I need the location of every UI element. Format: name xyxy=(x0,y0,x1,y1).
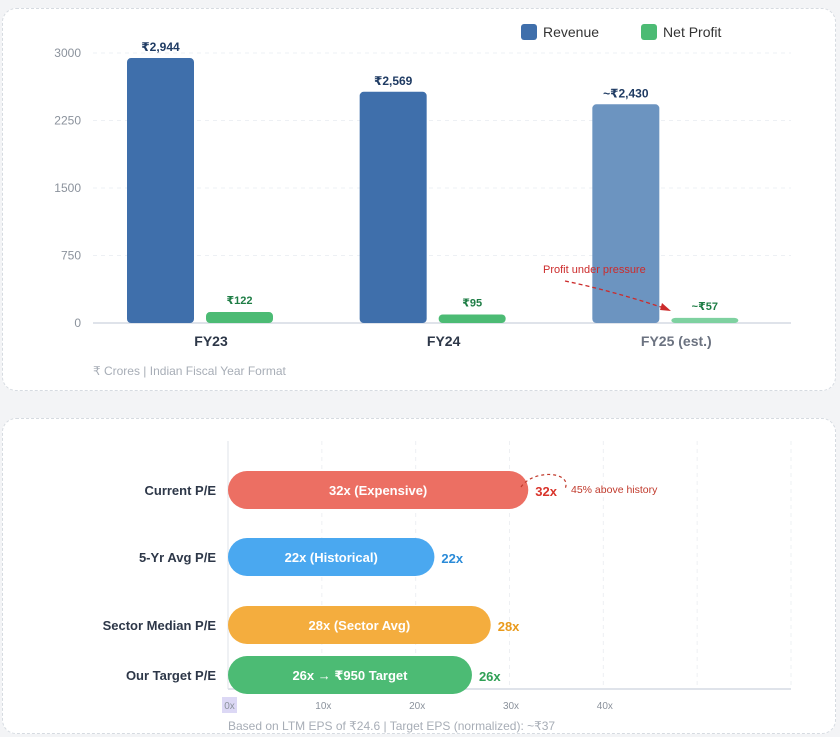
x-tick-label: 10x xyxy=(315,701,331,712)
x-category-label: FY24 xyxy=(427,333,461,349)
legend-revenue-label: Revenue xyxy=(543,24,600,40)
y-tick-label: 750 xyxy=(61,249,81,263)
revenue-chart-footnote: ₹ Crores | Indian Fiscal Year Format xyxy=(93,364,286,378)
pe-bar-label: 32x (Expensive) xyxy=(329,483,427,498)
x-category-label: FY23 xyxy=(194,333,228,349)
pe-category-label: Our Target P/E xyxy=(126,668,216,683)
legend-revenue-swatch xyxy=(521,24,537,40)
pe-chart-svg: 0x 10x 20x 30x 40x Current P/E 32x (Expensive)… xyxy=(103,441,792,713)
x-tick-label: 40x xyxy=(597,701,613,712)
revenue-value-label: ₹2,944 xyxy=(141,40,180,54)
legend-net-profit-swatch xyxy=(641,24,658,40)
pe-bar-label: 26x → ₹950 Target xyxy=(292,668,408,683)
net-profit-bar[interactable] xyxy=(206,312,273,323)
revenue-bar[interactable] xyxy=(592,104,660,323)
y-tick-label: 1500 xyxy=(54,181,81,195)
pe-chart-footnote: Based on LTM EPS of ₹24.6 | Target EPS (… xyxy=(228,719,556,733)
legend-net-profit[interactable]: Net Profit xyxy=(641,24,721,40)
legend-revenue[interactable]: Revenue xyxy=(521,24,599,40)
net-profit-value-label: ~₹57 xyxy=(692,301,718,313)
y-tick-label: 3000 xyxy=(54,46,81,60)
pe-value-label: 32x xyxy=(535,484,557,499)
x-tick-label: 30x xyxy=(503,701,519,712)
x-tick-label: 0x xyxy=(224,701,235,712)
pe-bar-label: 22x (Historical) xyxy=(285,550,378,565)
pe-annotation-text: 45% above history xyxy=(571,484,658,496)
annotation-arrow-line xyxy=(564,280,668,310)
net-profit-value-label: ₹122 xyxy=(226,295,252,307)
x-tick-highlight xyxy=(222,697,237,713)
pe-bar[interactable] xyxy=(228,471,529,509)
revenue-value-label: ₹2,569 xyxy=(374,74,413,88)
pe-bar[interactable] xyxy=(228,656,472,694)
legend-net-profit-label: Net Profit xyxy=(663,24,722,40)
pe-bar[interactable] xyxy=(228,606,491,644)
pe-bar[interactable] xyxy=(228,538,435,576)
pe-value-label: 28x xyxy=(498,619,520,634)
revenue-chart-svg: 0 750 1500 2250 3000 ₹2,944 ₹122 FY23 ₹2,569 ₹95 F… xyxy=(54,40,791,349)
pe-chart-card: 0x 10x 20x 30x 40x Current P/E 32x (Expensive)… xyxy=(2,418,836,734)
profit-pressure-annotation: Profit under pressure xyxy=(543,264,646,276)
x-tick-label: 20x xyxy=(409,701,425,712)
net-profit-bar[interactable] xyxy=(438,314,506,323)
pe-annotation-curve xyxy=(520,473,567,490)
y-tick-label: 0 xyxy=(74,316,81,330)
pe-category-label: 5-Yr Avg P/E xyxy=(139,550,216,565)
annotation-arrow-head xyxy=(660,303,671,311)
x-category-label: FY25 (est.) xyxy=(641,333,712,349)
revenue-chart-card: Revenue Net Profit 0 750 1500 2250 3000 ₹2,94… xyxy=(2,8,836,391)
chart-legend: Revenue Net Profit xyxy=(521,24,721,40)
pe-category-label: Current P/E xyxy=(144,483,216,498)
revenue-bar[interactable] xyxy=(127,58,194,323)
pe-category-label: Sector Median P/E xyxy=(103,618,217,633)
net-profit-value-label: ₹95 xyxy=(462,297,482,309)
y-tick-label: 2250 xyxy=(54,114,81,128)
pe-value-label: 26x xyxy=(479,669,501,684)
pe-value-label: 22x xyxy=(441,551,463,566)
net-profit-bar[interactable] xyxy=(671,317,739,323)
pe-bar-label: 28x (Sector Avg) xyxy=(309,618,411,633)
revenue-value-label: ~₹2,430 xyxy=(603,86,649,100)
revenue-bar[interactable] xyxy=(359,91,427,323)
